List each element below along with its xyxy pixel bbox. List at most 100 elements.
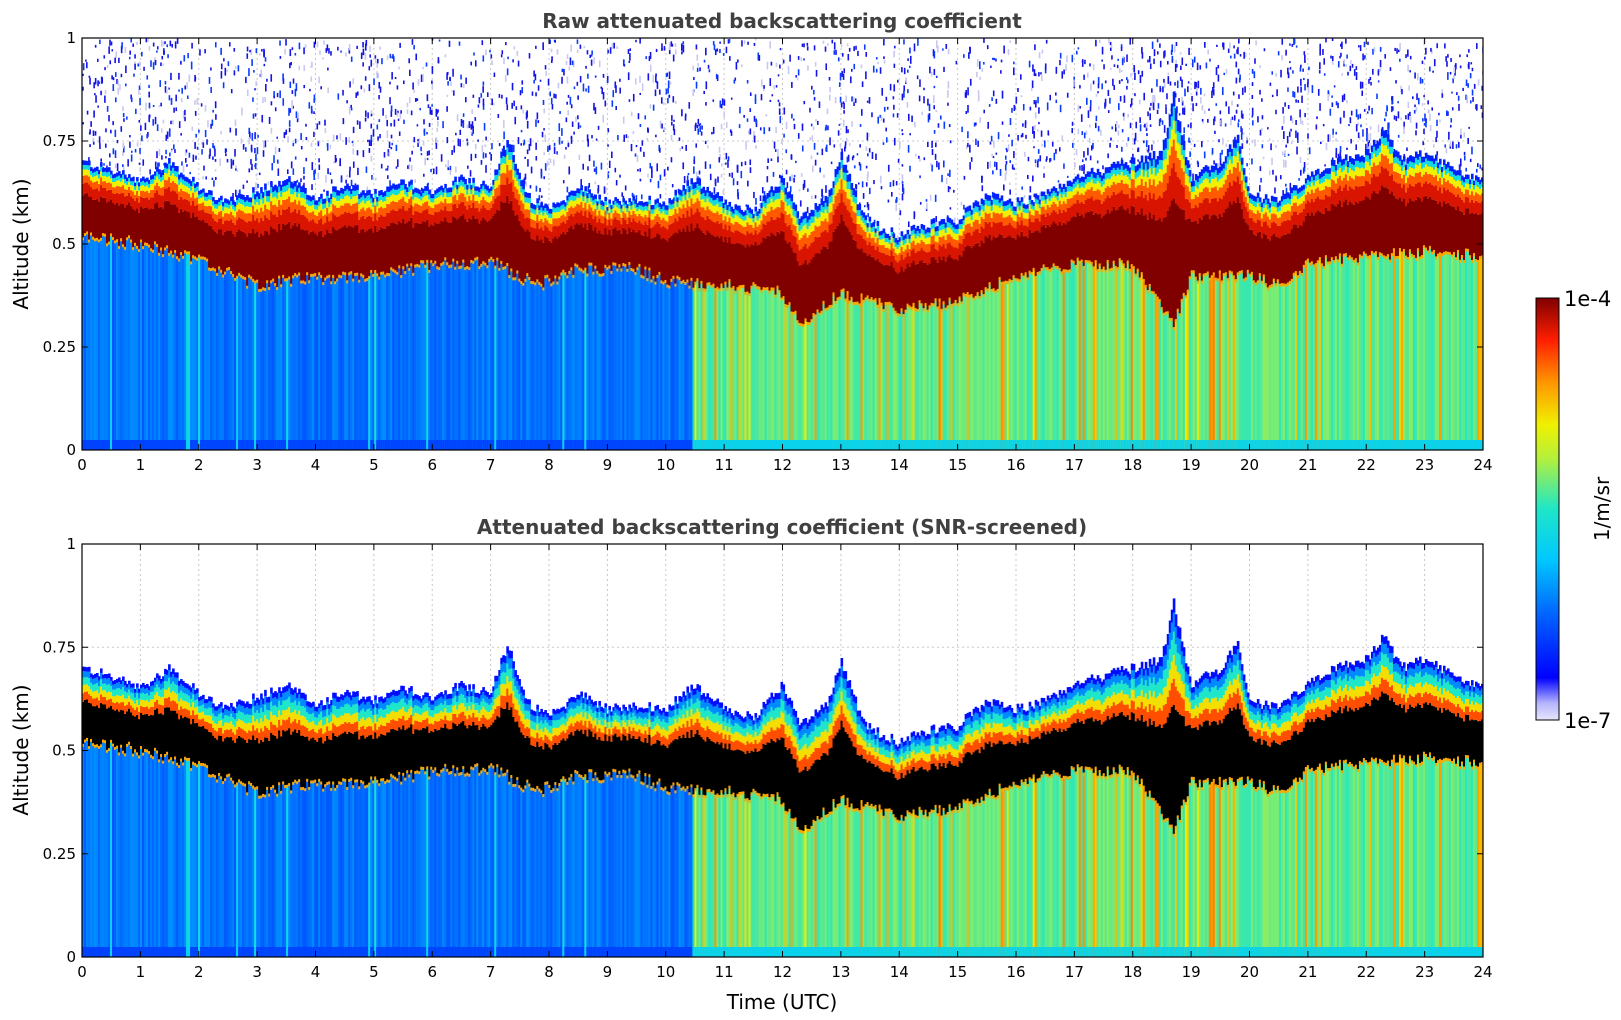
layer-edge-raw [326, 201, 329, 208]
layer-edge-raw [256, 209, 259, 219]
noise-speck [816, 120, 819, 125]
layer-edge-raw [536, 203, 539, 209]
noise-speck [835, 49, 837, 55]
layer-base-raw [114, 240, 117, 244]
noise-speck [668, 71, 671, 80]
noise-speck [1358, 136, 1361, 140]
layer-base-raw [478, 266, 481, 270]
layer-core-raw [574, 224, 577, 265]
layer-edge-raw [196, 181, 199, 187]
layer-edge-raw [142, 180, 145, 186]
noise-speck [1409, 111, 1411, 117]
layer-edge-raw [558, 217, 561, 226]
layer-edge-raw [344, 203, 347, 212]
layer-edge-raw [408, 191, 411, 199]
noise-speck [178, 121, 181, 129]
noise-speck [485, 49, 487, 56]
noise-speck [485, 165, 487, 173]
noise-speck [289, 49, 292, 57]
layer-edge-raw [434, 204, 437, 212]
layer-edge-raw [172, 180, 175, 191]
backscatter-column-raw [414, 265, 417, 450]
noise-speck [639, 123, 642, 128]
ground-stripe-raw [538, 440, 541, 450]
noise-speck [109, 60, 112, 65]
backscatter-column-raw [462, 260, 465, 450]
layer-edge-raw [144, 191, 147, 199]
noise-speck [276, 92, 279, 98]
ground-stripe-raw [316, 440, 319, 450]
noise-speck [595, 166, 598, 175]
layer-edge-raw [550, 213, 553, 219]
noise-speck [1327, 90, 1330, 98]
layer-base-raw [496, 257, 499, 261]
backscatter-column-raw [114, 241, 117, 450]
noise-speck [484, 144, 487, 147]
layer-edge-raw [508, 152, 511, 161]
layer-edge-raw [550, 218, 553, 225]
backscatter-column-raw [452, 259, 455, 450]
noise-speck [205, 176, 207, 180]
layer-edge-raw [314, 215, 317, 223]
layer-base-raw [338, 274, 341, 278]
layer-edge-raw [514, 177, 517, 187]
layer-edge-raw [360, 197, 363, 203]
layer-edge-raw [480, 193, 483, 201]
noise-speck [755, 198, 757, 205]
noise-speck [370, 123, 373, 129]
layer-edge-raw [330, 204, 333, 212]
layer-edge-raw [596, 222, 599, 234]
noise-speck [130, 38, 133, 43]
noise-speck [469, 170, 472, 177]
layer-edge-raw [352, 185, 355, 191]
noise-speck [621, 192, 623, 197]
noise-speck [165, 134, 168, 141]
noise-speck [1083, 166, 1085, 174]
noise-speck [1343, 110, 1345, 118]
noise-speck [1397, 101, 1399, 104]
noise-speck [1071, 128, 1074, 134]
noise-speck [381, 58, 383, 65]
layer-edge-raw [112, 178, 115, 183]
noise-speck [437, 116, 439, 121]
layer-core-raw [156, 202, 159, 245]
noise-speck [360, 52, 363, 59]
layer-core-raw [132, 209, 135, 249]
noise-speck [1024, 120, 1027, 125]
layer-edge-raw [322, 198, 325, 205]
layer-base-raw [470, 259, 473, 263]
layer-core-raw [124, 207, 127, 248]
noise-speck [1213, 160, 1215, 165]
layer-edge-raw [456, 207, 459, 220]
layer-edge-raw [516, 181, 519, 190]
layer-core-raw [536, 235, 539, 281]
layer-edge-raw [506, 147, 509, 155]
layer-edge-raw [502, 163, 505, 173]
layer-edge-raw [390, 190, 393, 196]
layer-edge-raw [194, 183, 197, 188]
noise-speck [449, 170, 452, 176]
layer-base-raw [294, 273, 297, 277]
layer-base-raw [440, 263, 443, 267]
noise-speck [857, 50, 859, 57]
noise-speck [1359, 113, 1362, 119]
ground-stripe-raw [546, 440, 549, 450]
layer-edge-raw [426, 208, 429, 220]
noise-speck [801, 145, 804, 152]
noise-speck [298, 65, 301, 71]
noise-speck [999, 168, 1002, 176]
layer-base-raw [222, 274, 225, 278]
noise-speck [106, 105, 109, 112]
noise-speck [1181, 96, 1183, 103]
noise-speck [814, 62, 817, 67]
layer-edge-raw [582, 191, 585, 197]
ground-stripe-raw [380, 440, 383, 450]
layer-base-raw [300, 280, 303, 284]
layer-edge-raw [362, 190, 365, 196]
layer-core-raw [324, 234, 327, 279]
layer-edge-raw [546, 220, 549, 228]
noise-speck [913, 43, 916, 52]
layer-edge-raw [316, 209, 319, 216]
noise-speck [1296, 140, 1299, 143]
noise-speck [1203, 110, 1206, 115]
